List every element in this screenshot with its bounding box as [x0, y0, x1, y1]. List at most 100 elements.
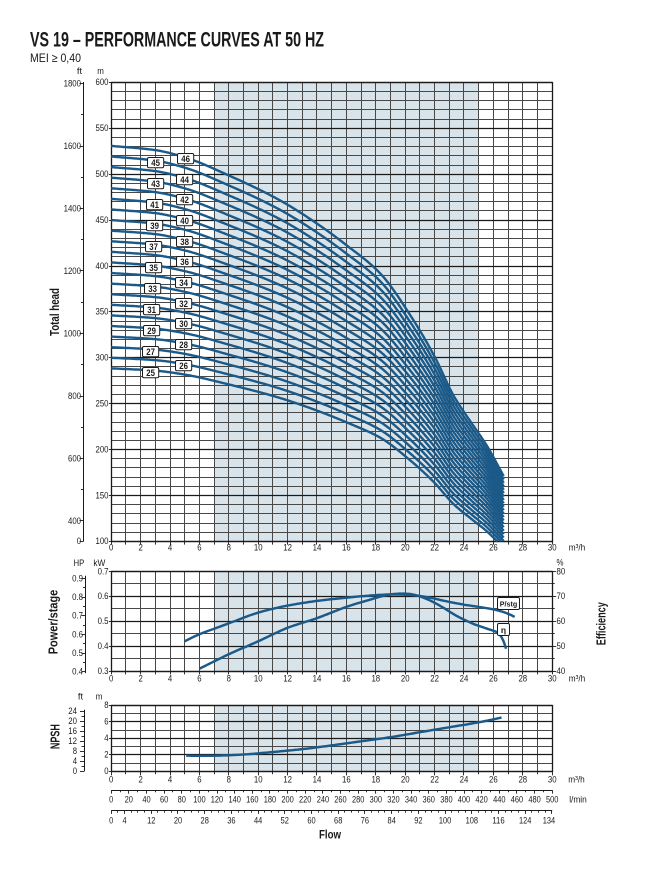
svg-text:14: 14	[313, 542, 322, 552]
svg-text:550: 550	[96, 123, 109, 133]
svg-text:460: 460	[511, 795, 523, 805]
svg-text:37: 37	[149, 242, 158, 252]
svg-text:16: 16	[342, 775, 351, 785]
svg-text:24: 24	[68, 706, 77, 716]
svg-text:26: 26	[179, 361, 188, 371]
svg-text:Flow: Flow	[319, 828, 342, 842]
svg-text:0.6: 0.6	[98, 591, 109, 601]
svg-text:52: 52	[281, 816, 289, 826]
svg-text:28: 28	[518, 775, 527, 785]
svg-text:100: 100	[439, 816, 451, 826]
svg-text:ft: ft	[78, 692, 84, 702]
svg-text:480: 480	[528, 795, 540, 805]
svg-text:27: 27	[146, 347, 155, 357]
svg-text:12: 12	[283, 673, 292, 683]
svg-text:240: 240	[317, 795, 329, 805]
svg-text:20: 20	[68, 716, 77, 726]
svg-text:28: 28	[201, 816, 209, 826]
svg-text:30: 30	[548, 542, 557, 552]
svg-text:340: 340	[405, 795, 417, 805]
svg-text:50: 50	[557, 641, 566, 651]
svg-text:20: 20	[174, 816, 182, 826]
svg-text:4: 4	[168, 542, 172, 552]
svg-text:P/stg: P/stg	[500, 600, 518, 609]
svg-text:32: 32	[179, 299, 188, 309]
svg-text:0: 0	[109, 542, 113, 552]
svg-text:31: 31	[147, 305, 156, 315]
svg-text:108: 108	[466, 816, 478, 826]
svg-text:8: 8	[227, 775, 231, 785]
svg-text:76: 76	[361, 816, 369, 826]
svg-text:2: 2	[138, 775, 142, 785]
svg-text:280: 280	[352, 795, 364, 805]
svg-text:8: 8	[104, 700, 108, 710]
svg-text:4: 4	[123, 816, 127, 826]
svg-text:420: 420	[475, 795, 487, 805]
svg-text:20: 20	[401, 673, 410, 683]
svg-text:0: 0	[109, 673, 113, 683]
svg-text:260: 260	[334, 795, 346, 805]
svg-text:0.5: 0.5	[98, 616, 109, 626]
svg-text:Power/stage: Power/stage	[46, 590, 61, 655]
svg-text:100: 100	[193, 795, 205, 805]
svg-text:84: 84	[388, 816, 396, 826]
svg-text:22: 22	[430, 673, 439, 683]
svg-text:30: 30	[548, 673, 557, 683]
svg-text:28: 28	[518, 673, 527, 683]
svg-text:Total head: Total head	[47, 288, 62, 336]
svg-text:14: 14	[313, 673, 322, 683]
svg-text:300: 300	[370, 795, 382, 805]
svg-text:12: 12	[283, 542, 292, 552]
svg-text:1200: 1200	[64, 266, 81, 276]
svg-text:η: η	[501, 625, 506, 635]
svg-text:20: 20	[125, 795, 133, 805]
svg-text:0: 0	[73, 766, 77, 776]
svg-text:0: 0	[109, 795, 113, 805]
svg-text:20: 20	[401, 542, 410, 552]
svg-text:m: m	[97, 66, 104, 76]
svg-text:44: 44	[180, 175, 189, 185]
svg-text:800: 800	[68, 391, 81, 401]
svg-text:45: 45	[151, 158, 160, 168]
svg-text:l/min: l/min	[569, 795, 587, 805]
svg-text:16: 16	[342, 542, 351, 552]
svg-text:0: 0	[77, 536, 81, 546]
svg-text:440: 440	[493, 795, 505, 805]
svg-text:0.3: 0.3	[98, 666, 109, 676]
svg-text:4: 4	[104, 733, 108, 743]
svg-text:0.7: 0.7	[98, 566, 109, 576]
svg-text:22: 22	[430, 775, 439, 785]
svg-text:220: 220	[299, 795, 311, 805]
svg-text:10: 10	[254, 542, 263, 552]
svg-text:124: 124	[519, 816, 531, 826]
svg-text:2: 2	[138, 542, 142, 552]
svg-text:m³/h: m³/h	[569, 542, 586, 552]
svg-text:160: 160	[246, 795, 258, 805]
svg-text:2: 2	[138, 673, 142, 683]
svg-text:16: 16	[68, 726, 77, 736]
svg-text:36: 36	[180, 257, 189, 267]
svg-text:116: 116	[492, 816, 504, 826]
svg-text:m³/h: m³/h	[568, 775, 585, 785]
svg-text:12: 12	[147, 816, 155, 826]
svg-text:60: 60	[307, 816, 315, 826]
svg-text:100: 100	[96, 536, 109, 546]
svg-text:ft: ft	[77, 66, 83, 76]
svg-text:40: 40	[557, 666, 566, 676]
svg-text:360: 360	[423, 795, 435, 805]
svg-text:1800: 1800	[64, 78, 81, 88]
svg-text:MEI ≥ 0,40: MEI ≥ 0,40	[30, 51, 81, 65]
svg-text:m³/h: m³/h	[569, 673, 586, 683]
svg-text:92: 92	[414, 816, 422, 826]
svg-text:150: 150	[96, 490, 109, 500]
svg-text:1400: 1400	[64, 203, 81, 213]
svg-text:VS 19 – PERFORMANCE CURVES AT: VS 19 – PERFORMANCE CURVES AT 50 HZ	[30, 29, 324, 52]
svg-text:14: 14	[313, 775, 322, 785]
svg-text:20: 20	[401, 775, 410, 785]
svg-text:8: 8	[227, 542, 231, 552]
svg-text:26: 26	[489, 775, 498, 785]
svg-text:24: 24	[460, 775, 469, 785]
svg-text:26: 26	[489, 542, 498, 552]
svg-text:0: 0	[109, 775, 113, 785]
svg-text:0.9: 0.9	[72, 574, 83, 584]
